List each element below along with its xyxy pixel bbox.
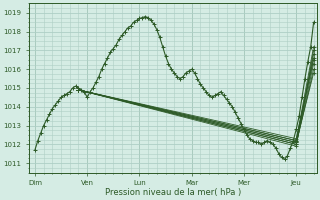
X-axis label: Pression niveau de la mer( hPa ): Pression niveau de la mer( hPa ) xyxy=(105,188,241,197)
